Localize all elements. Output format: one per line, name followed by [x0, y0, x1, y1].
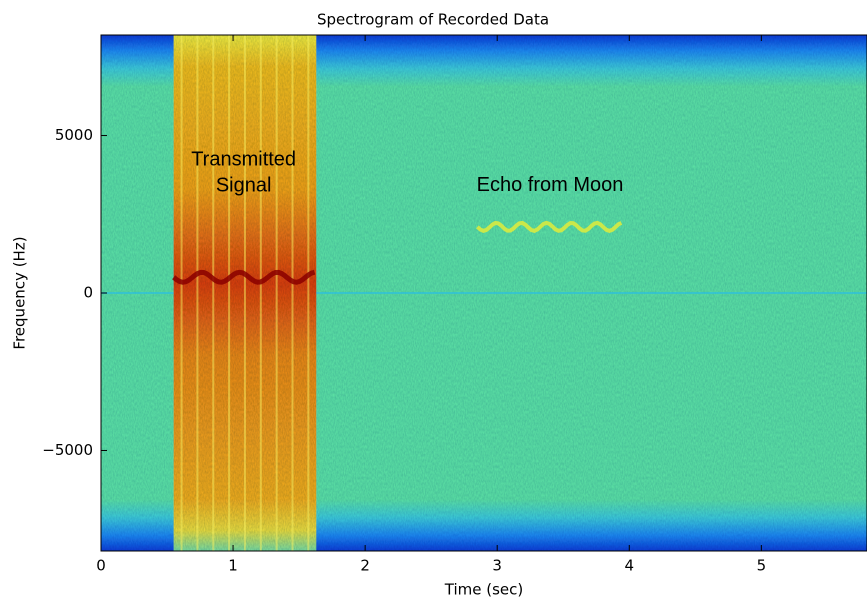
annotation: Signal	[216, 175, 272, 197]
x-tick-label: 1	[228, 557, 238, 575]
x-tick-label: 3	[492, 557, 502, 575]
y-axis-label: Frequency (Hz)	[11, 236, 29, 349]
signal-carrier	[172, 269, 316, 285]
x-tick-label: 5	[757, 557, 767, 575]
x-axis-label: Time (sec)	[444, 581, 523, 599]
plot-area	[101, 35, 867, 551]
annotation: Transmitted	[191, 149, 296, 171]
echo-trace	[476, 220, 623, 233]
y-tick-label: −5000	[42, 441, 93, 459]
x-tick-label: 4	[625, 557, 635, 575]
y-tick-label: 5000	[55, 126, 93, 144]
x-tick-label: 2	[360, 557, 370, 575]
chart-title: Spectrogram of Recorded Data	[317, 11, 549, 29]
x-tick-label: 0	[96, 557, 106, 575]
annotation: Echo from Moon	[477, 174, 624, 196]
y-tick-label: 0	[83, 284, 93, 302]
